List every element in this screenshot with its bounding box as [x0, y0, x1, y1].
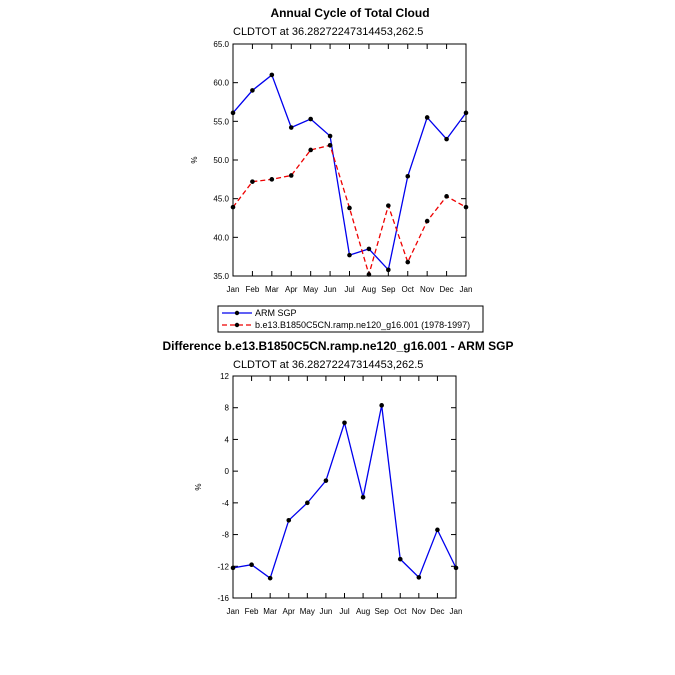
- chart1-x-tick-label: Apr: [285, 285, 298, 294]
- chart2-y-tick-label: -8: [222, 531, 230, 540]
- chart1-x-tick-label: Aug: [362, 285, 376, 294]
- chart1-series-1-point: [288, 173, 294, 178]
- chart1-series-0-point: [463, 110, 469, 116]
- chart2-series-0-point: [360, 495, 366, 500]
- chart2-plot-frame: [232, 375, 457, 599]
- chart1-y-tick-label: 40.0: [213, 233, 229, 242]
- chart2-y-tick-label: 12: [220, 372, 229, 381]
- chart1-x-tick-label: Oct: [402, 285, 415, 294]
- chart1-series-1-point: [347, 205, 352, 211]
- chart1-series-0-point: [250, 88, 255, 93]
- chart1-series-line-0: [232, 73, 467, 272]
- chart1-series-1-point: [386, 203, 391, 208]
- chart2-series-0-point: [286, 518, 292, 523]
- chart2-y-label: %: [194, 483, 203, 490]
- chart2-series-0-point: [249, 562, 254, 567]
- chart2-series-0-point: [453, 565, 459, 571]
- chart1-series-0-point: [288, 125, 294, 130]
- chart2-series-0-point: [267, 575, 273, 581]
- chart1-x-tick-label: Jul: [344, 285, 354, 294]
- chart1-y-tick-label: 45.0: [213, 195, 229, 204]
- chart2-series-line-0: [232, 405, 457, 580]
- chart2-x-tick-label: Apr: [283, 607, 296, 616]
- chart1-y-tick-label: 55.0: [213, 117, 229, 126]
- chart1-x-tick-label: Feb: [246, 285, 260, 294]
- chart1-y-tick-label: 50.0: [213, 156, 229, 165]
- chart2-y-tick-label: 0: [225, 467, 230, 476]
- chart2-x-tick-label: Dec: [430, 607, 444, 616]
- chart1-series-0-point: [347, 252, 352, 258]
- chart2-series-0-point: [323, 478, 329, 483]
- chart2-x-tick-label: Jan: [227, 607, 240, 616]
- chart2-series-0-point: [379, 403, 384, 408]
- chart2-x-tick-label: Jun: [319, 607, 332, 616]
- chart2-x-tick-label: Aug: [356, 607, 370, 616]
- chart1-series-1-point: [405, 259, 411, 265]
- chart2-y-tick-label: 8: [225, 404, 230, 413]
- chart1-series-0-point: [230, 110, 236, 116]
- chart1-series-1-point: [269, 177, 275, 182]
- chart2-series-0-point: [416, 575, 422, 580]
- legend-label-arm: ARM SGP: [255, 308, 297, 318]
- chart1-y-tick-label: 35.0: [213, 272, 229, 281]
- legend-label-model: b.e13.B1850C5CN.ramp.ne120_g16.001 (1978…: [255, 320, 470, 330]
- chart1-series-1-point: [308, 147, 313, 153]
- chart1-y-label: %: [190, 156, 199, 163]
- chart1-series-0-point: [327, 133, 333, 139]
- chart2-x-tick-label: Oct: [394, 607, 407, 616]
- legend-box: [217, 305, 484, 333]
- chart1-series-1-point: [366, 272, 372, 277]
- chart2-y-tick-label: -16: [217, 594, 229, 603]
- chart1-x-tick-label: Mar: [265, 285, 279, 294]
- chart1-series-0-point: [366, 246, 372, 252]
- chart1-series-1-point: [230, 204, 236, 210]
- chart1-series-0-point: [386, 267, 391, 273]
- annual-cycle-chart: Annual Cycle of Total Cloud CLDTOT at 36…: [190, 6, 472, 294]
- chart1-series-1-point: [444, 194, 449, 199]
- difference-chart: Difference b.e13.B1850C5CN.ramp.ne120_g1…: [162, 339, 513, 616]
- chart2-series-0-point: [397, 556, 403, 562]
- chart1-series-0-point: [308, 116, 313, 122]
- chart2-x-tick-label: Nov: [412, 607, 426, 616]
- chart1-series-0-point: [444, 136, 449, 142]
- chart2-x-tick-label: May: [300, 607, 315, 616]
- chart1-series-0-point: [405, 173, 411, 179]
- chart1-title: Annual Cycle of Total Cloud: [270, 6, 429, 20]
- chart2-y-tick-label: -4: [222, 499, 230, 508]
- chart1-series-1-point: [327, 143, 333, 148]
- chart2-x-tick-label: Jan: [450, 607, 463, 616]
- chart1-x-tick-label: Sep: [381, 285, 396, 294]
- chart2-x-tick-label: Feb: [245, 607, 259, 616]
- chart1-series-0-point: [424, 115, 430, 120]
- chart1-series-1-point: [463, 204, 469, 210]
- chart1-y-tick-label: 60.0: [213, 79, 229, 88]
- legend-marker-model: [234, 322, 240, 328]
- chart2-x-tick-label: Sep: [375, 607, 390, 616]
- chart2-series-0-point: [230, 565, 236, 571]
- chart2-x-tick-label: Mar: [263, 607, 277, 616]
- chart2-series-0-point: [305, 500, 310, 506]
- chart2-series-0-point: [435, 527, 440, 533]
- chart1-x-tick-label: Jan: [460, 285, 473, 294]
- chart1-x-tick-label: Jun: [324, 285, 337, 294]
- chart1-series-1-point: [250, 179, 255, 184]
- legend-marker-arm: [234, 310, 240, 316]
- chart1-series-0-point: [269, 72, 275, 78]
- chart1-series-1-point: [424, 218, 430, 224]
- chart2-y-tick-label: 4: [225, 435, 230, 444]
- chart2-y-tick-label: -12: [217, 562, 229, 571]
- chart1-subtitle: CLDTOT at 36.28272247314453,262.5: [233, 26, 423, 38]
- chart1-x-tick-label: Jan: [227, 285, 240, 294]
- legend: ARM SGP b.e13.B1850C5CN.ramp.ne120_g16.0…: [217, 305, 484, 333]
- chart1-x-tick-label: May: [303, 285, 318, 294]
- chart1-y-tick-label: 65.0: [213, 40, 229, 49]
- chart1-x-tick-label: Nov: [420, 285, 434, 294]
- chart2-x-tick-label: Jul: [339, 607, 349, 616]
- chart2-series-0-point: [342, 420, 347, 426]
- chart2-title: Difference b.e13.B1850C5CN.ramp.ne120_g1…: [162, 339, 513, 353]
- chart2-subtitle: CLDTOT at 36.28272247314453,262.5: [233, 359, 423, 371]
- chart1-x-tick-label: Dec: [439, 285, 453, 294]
